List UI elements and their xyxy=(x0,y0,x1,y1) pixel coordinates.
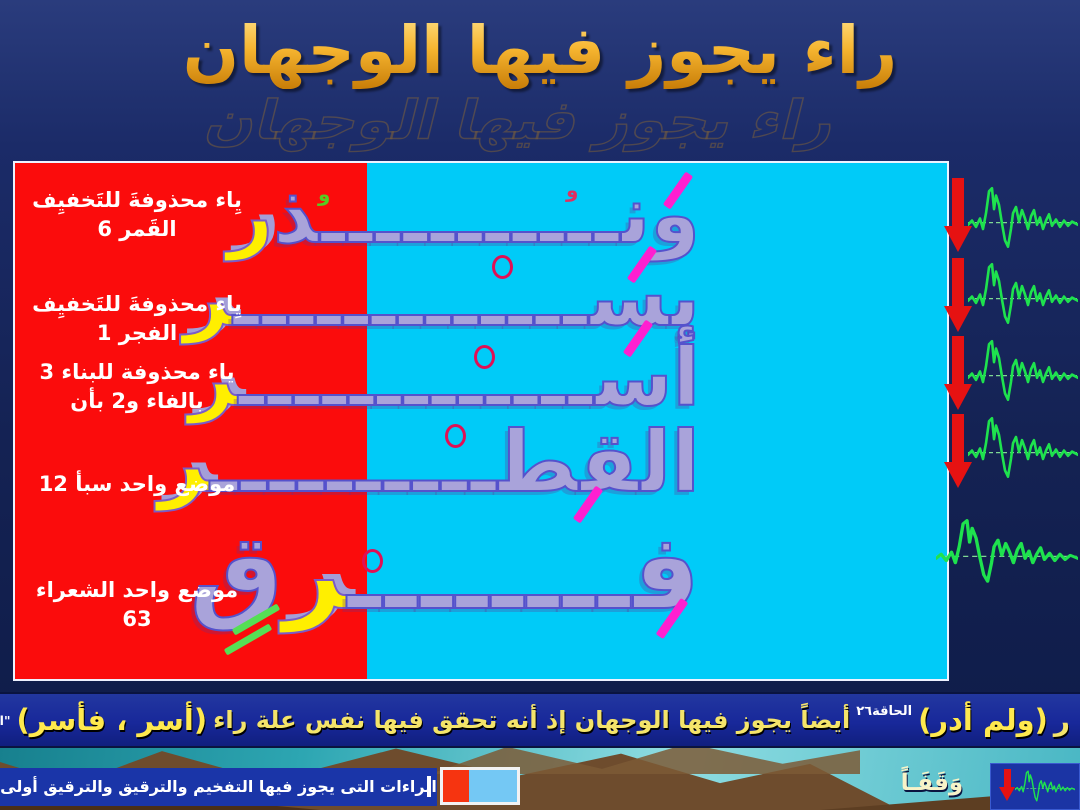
note-row-3: ياء محذوفة للبناء 3 بالفاء و2 بأن xyxy=(18,358,256,416)
yellow-raa: ر xyxy=(157,412,211,512)
word-yasr: يســـــــــــــر xyxy=(182,245,701,350)
citation-source: "الجامع الكبير فى علم التجويد" xyxy=(0,712,11,728)
page-title: راء يجوز فيها الوجهان xyxy=(0,12,1080,89)
citation-bar: ر (ولم أدر) الحاقة٢٦ أيضاً يجوز فيها الو… xyxy=(0,692,1080,748)
down-arrow-icon xyxy=(944,258,972,332)
title-reflection: راء يجوز فيها الوجهان xyxy=(199,88,844,152)
sukoon-mark-icon xyxy=(362,549,383,573)
word-body: أســـــــــــــ xyxy=(237,330,701,425)
waveform-box xyxy=(990,763,1080,810)
damma-mark-icon: و xyxy=(566,178,579,202)
main-panel xyxy=(13,161,949,681)
note-line: موضع واحد الشعراء xyxy=(35,578,239,602)
down-arrow-icon xyxy=(944,178,972,252)
word-body: يســـــــــــــ xyxy=(232,250,701,345)
cursor-tick xyxy=(427,776,431,797)
citation-quote: (ولم أدر) xyxy=(918,703,1048,737)
note-line: الفجر 1 xyxy=(96,321,178,345)
note-line: يِاء محذوفةَ للتَخفيِف xyxy=(32,292,242,316)
citation-quote: (أسر ، فأسر) xyxy=(16,703,208,737)
waveform-icon xyxy=(968,186,1078,249)
note-line: يِاء محذوفةَ للتَخفيِف xyxy=(32,188,242,212)
note-row-2: يِاء محذوفةَ للتَخفيِف الفجر 1 xyxy=(18,290,256,348)
waveform-icon xyxy=(1015,770,1075,802)
footer-note-text: الراءات التى يجوز فيها التفخيم والترقيق … xyxy=(0,777,437,796)
down-arrow-icon xyxy=(999,769,1015,801)
waveform-icon xyxy=(968,416,1078,479)
legend-blue-swatch xyxy=(469,770,517,802)
waqfan-label: وَقَفَـاً xyxy=(900,770,964,796)
damma-mark-icon: و xyxy=(318,182,331,206)
word-body: فــــــــ xyxy=(347,510,701,634)
down-arrow-icon xyxy=(944,336,972,410)
down-arrow-icon xyxy=(944,414,972,488)
word-asr: أســـــــــــــر xyxy=(188,325,701,430)
note-line: 63 xyxy=(122,607,152,631)
citation-text: أيضاً يجوز فيها الوجهان إذ أنه تحقق فيها… xyxy=(213,706,851,734)
yellow-raa: ر xyxy=(188,330,240,425)
citation-prefix: ر xyxy=(1053,703,1070,737)
sukoon-mark-icon xyxy=(474,345,495,369)
note-row-5: موضع واحد الشعراء 63 xyxy=(18,576,256,634)
legend-red-swatch xyxy=(443,770,469,802)
word-firq: فــــــــرق xyxy=(189,492,701,652)
waveform-icon xyxy=(936,518,1078,583)
note-row-1: يِاء محذوفةَ للتَخفيِف القَمر 6 xyxy=(18,186,256,244)
sukoon-mark-icon xyxy=(492,255,513,279)
citation-verse-ref: الحاقة٢٦ xyxy=(856,704,913,719)
yellow-raa: ر xyxy=(182,250,234,345)
note-line: موضع واحد سبأ 12 xyxy=(38,472,236,496)
word-wanudhur: ونـــــــــــذر xyxy=(226,160,701,270)
waveform-icon xyxy=(968,262,1078,325)
note-line: ياء محذوفة للبناء 3 xyxy=(39,360,235,384)
yellow-raa: ر xyxy=(226,167,274,262)
waveform-icon xyxy=(968,339,1078,402)
note-row-4: موضع واحد سبأ 12 xyxy=(18,470,256,499)
red-background-panel xyxy=(15,163,367,679)
sukoon-mark-icon xyxy=(445,424,466,448)
yellow-raa: ر xyxy=(282,510,349,634)
footer-note-bar: الراءات التى يجوز فيها التفخيم والترقيق … xyxy=(0,768,437,806)
word-body: ونـــــــــــذ xyxy=(272,167,701,262)
note-line: القَمر 6 xyxy=(97,217,177,241)
note-line: بالفاء و2 بأن xyxy=(70,389,204,413)
legend-box xyxy=(440,767,520,805)
